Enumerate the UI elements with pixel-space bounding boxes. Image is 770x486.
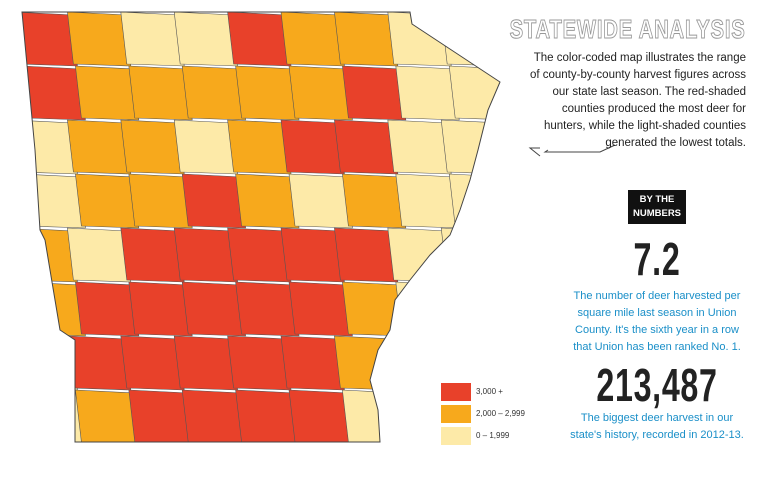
county (173, 227, 238, 283)
county (181, 281, 246, 337)
stat-description: The number of deer harvested per square … (573, 290, 741, 353)
county (235, 389, 300, 442)
county (128, 173, 193, 229)
county (395, 281, 460, 337)
county (440, 227, 500, 283)
county (342, 173, 407, 229)
county (75, 173, 140, 229)
county (22, 389, 86, 442)
stat-description: The biggest deer harvest in our state's … (570, 412, 744, 441)
county (342, 65, 407, 121)
county (227, 335, 292, 391)
county (128, 389, 193, 442)
county (227, 12, 292, 67)
county (181, 173, 246, 229)
county (235, 65, 300, 121)
county (67, 119, 132, 175)
county (334, 12, 399, 67)
county (75, 281, 140, 337)
county (22, 173, 86, 229)
county (22, 12, 78, 67)
county (280, 227, 345, 283)
county (227, 227, 292, 283)
county (67, 227, 132, 283)
county (334, 119, 399, 175)
county (342, 389, 407, 442)
county (280, 12, 345, 67)
title: STATEWIDE ANALYSIS (509, 14, 746, 45)
county (67, 335, 132, 391)
counties (22, 12, 500, 442)
county (120, 12, 185, 67)
legend-label: 0 – 1,999 (476, 431, 510, 440)
county (128, 281, 193, 337)
county (173, 119, 238, 175)
county (120, 227, 185, 283)
county (120, 335, 185, 391)
county (334, 335, 399, 391)
badge: BY THE NUMBERS (628, 190, 686, 224)
legend-swatch (441, 427, 471, 445)
county (387, 335, 452, 391)
legend: 3,000 + 2,000 – 2,999 0 – 1,999 (441, 383, 525, 445)
legend-label: 2,000 – 2,999 (476, 409, 525, 418)
county (440, 12, 500, 67)
county (440, 119, 500, 175)
county (75, 389, 140, 442)
county (288, 65, 353, 121)
county (387, 119, 452, 175)
county (22, 335, 78, 391)
county (387, 12, 452, 67)
county (440, 335, 500, 391)
pointer (543, 144, 616, 153)
county (280, 335, 345, 391)
county (173, 335, 238, 391)
county (288, 281, 353, 337)
county (75, 65, 140, 121)
county (22, 227, 78, 283)
county (342, 281, 407, 337)
legend-swatch (441, 405, 471, 423)
county (288, 173, 353, 229)
county (67, 12, 132, 67)
county (448, 173, 500, 229)
county (181, 65, 246, 121)
stat-value: 7.2 (633, 233, 681, 285)
county (120, 119, 185, 175)
stat-value: 213,487 (596, 359, 718, 411)
county (448, 65, 500, 121)
county (235, 173, 300, 229)
county (235, 281, 300, 337)
county (395, 173, 460, 229)
county (181, 389, 246, 442)
description: The color-coded map illustrates the rang… (529, 52, 746, 149)
state-outline (21, 11, 501, 443)
county (387, 227, 452, 283)
county (128, 65, 193, 121)
county (334, 227, 399, 283)
county (448, 281, 500, 337)
arrow-head (528, 147, 541, 157)
legend-swatch (441, 383, 471, 401)
county (227, 119, 292, 175)
county (288, 389, 353, 442)
county (280, 119, 345, 175)
county (22, 119, 78, 175)
county (173, 12, 238, 67)
county (395, 65, 460, 121)
legend-label: 3,000 + (476, 387, 503, 396)
